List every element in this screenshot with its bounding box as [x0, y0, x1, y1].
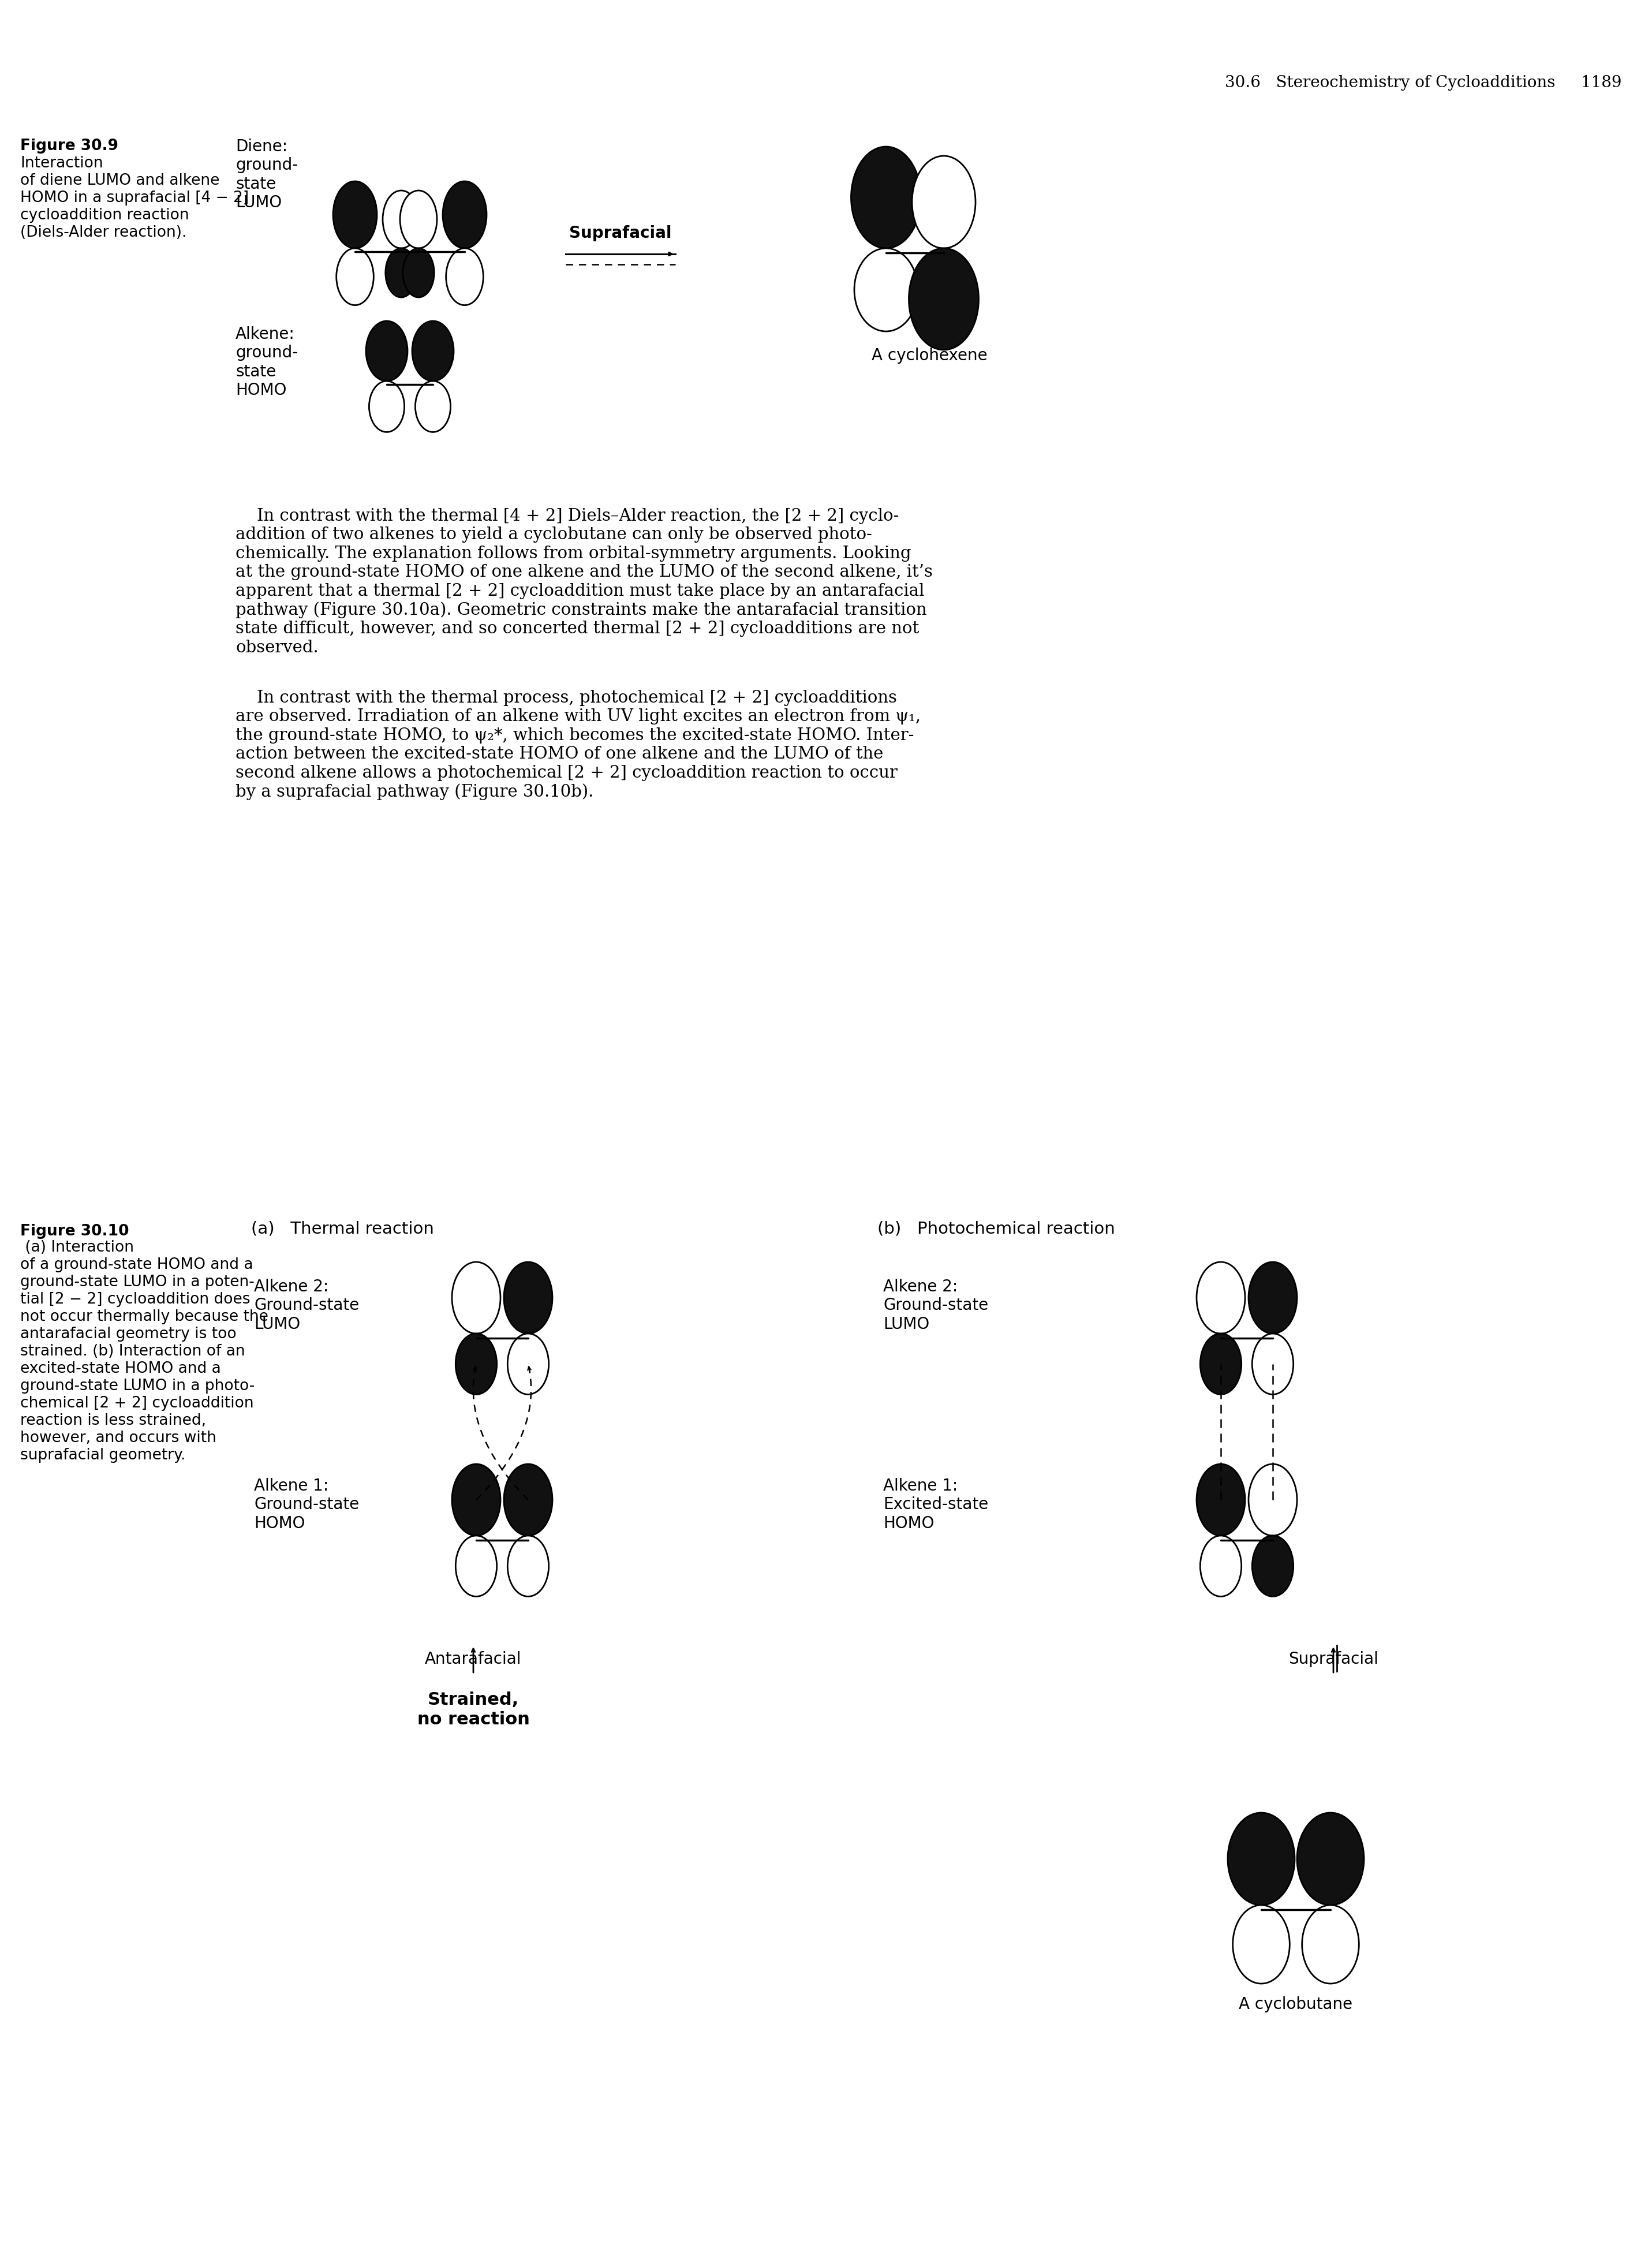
Ellipse shape [453, 1261, 501, 1333]
Ellipse shape [411, 321, 454, 380]
Text: Alkene 1:
Excited-state
HOMO: Alkene 1: Excited-state HOMO [884, 1477, 988, 1531]
Text: A cyclohexene: A cyclohexene [871, 348, 988, 364]
Ellipse shape [400, 191, 438, 247]
Text: (a)   Thermal reaction: (a) Thermal reaction [251, 1221, 434, 1236]
Ellipse shape [456, 1535, 497, 1596]
Ellipse shape [453, 1463, 501, 1535]
Text: In contrast with the thermal [4 + 2] Diels–Alder reaction, the [2 + 2] cyclo-
ad: In contrast with the thermal [4 + 2] Die… [236, 508, 933, 656]
Text: Diene:
ground-
state
LUMO: Diene: ground- state LUMO [236, 139, 297, 211]
Text: A cyclobutane: A cyclobutane [1239, 1996, 1353, 2012]
Ellipse shape [443, 182, 487, 247]
Ellipse shape [1227, 1812, 1295, 1904]
Ellipse shape [456, 1333, 497, 1394]
Text: Alkene:
ground-
state
HOMO: Alkene: ground- state HOMO [236, 326, 297, 398]
Ellipse shape [1201, 1535, 1241, 1596]
Text: Suprafacial: Suprafacial [1289, 1650, 1378, 1668]
Text: Alkene 1:
Ground-state
HOMO: Alkene 1: Ground-state HOMO [254, 1477, 358, 1531]
Ellipse shape [367, 321, 408, 380]
Ellipse shape [1249, 1463, 1297, 1535]
Ellipse shape [385, 247, 416, 297]
Text: In contrast with the thermal process, photochemical [2 + 2] cycloadditions
are o: In contrast with the thermal process, ph… [236, 690, 920, 800]
Ellipse shape [912, 155, 975, 247]
Text: Strained,
no reaction: Strained, no reaction [416, 1690, 530, 1729]
Ellipse shape [1196, 1261, 1246, 1333]
Ellipse shape [383, 191, 420, 247]
Ellipse shape [1302, 1904, 1360, 1983]
Ellipse shape [368, 380, 405, 432]
Ellipse shape [854, 247, 919, 330]
Ellipse shape [507, 1333, 548, 1394]
Text: Figure 30.10: Figure 30.10 [20, 1223, 129, 1239]
Ellipse shape [337, 247, 373, 306]
Text: Interaction
of diene LUMO and alkene
HOMO in a suprafacial [4 − 2]
cycloaddition: Interaction of diene LUMO and alkene HOM… [20, 155, 249, 241]
Ellipse shape [1249, 1261, 1297, 1333]
Ellipse shape [403, 247, 434, 297]
Text: Suprafacial: Suprafacial [570, 225, 672, 241]
Ellipse shape [1232, 1904, 1290, 1983]
Ellipse shape [1196, 1463, 1246, 1535]
Text: (b)   Photochemical reaction: (b) Photochemical reaction [877, 1221, 1115, 1236]
Ellipse shape [1201, 1333, 1241, 1394]
Text: Figure 30.9: Figure 30.9 [20, 139, 119, 153]
Ellipse shape [334, 182, 377, 247]
Ellipse shape [415, 380, 451, 432]
Ellipse shape [909, 247, 978, 351]
Ellipse shape [1252, 1535, 1294, 1596]
Ellipse shape [446, 247, 484, 306]
Text: (a) Interaction
of a ground-state HOMO and a
ground-state LUMO in a poten-
tial : (a) Interaction of a ground-state HOMO a… [20, 1241, 268, 1463]
Text: Alkene 2:
Ground-state
LUMO: Alkene 2: Ground-state LUMO [254, 1279, 358, 1333]
Text: 30.6   Stereochemistry of Cycloadditions     1189: 30.6 Stereochemistry of Cycloadditions 1… [1226, 74, 1622, 90]
Ellipse shape [851, 146, 920, 247]
Text: Antarafacial: Antarafacial [425, 1650, 522, 1668]
Ellipse shape [1252, 1333, 1294, 1394]
Ellipse shape [507, 1535, 548, 1596]
Ellipse shape [504, 1463, 552, 1535]
Ellipse shape [1297, 1812, 1365, 1904]
Ellipse shape [504, 1261, 552, 1333]
Text: Alkene 2:
Ground-state
LUMO: Alkene 2: Ground-state LUMO [884, 1279, 988, 1333]
